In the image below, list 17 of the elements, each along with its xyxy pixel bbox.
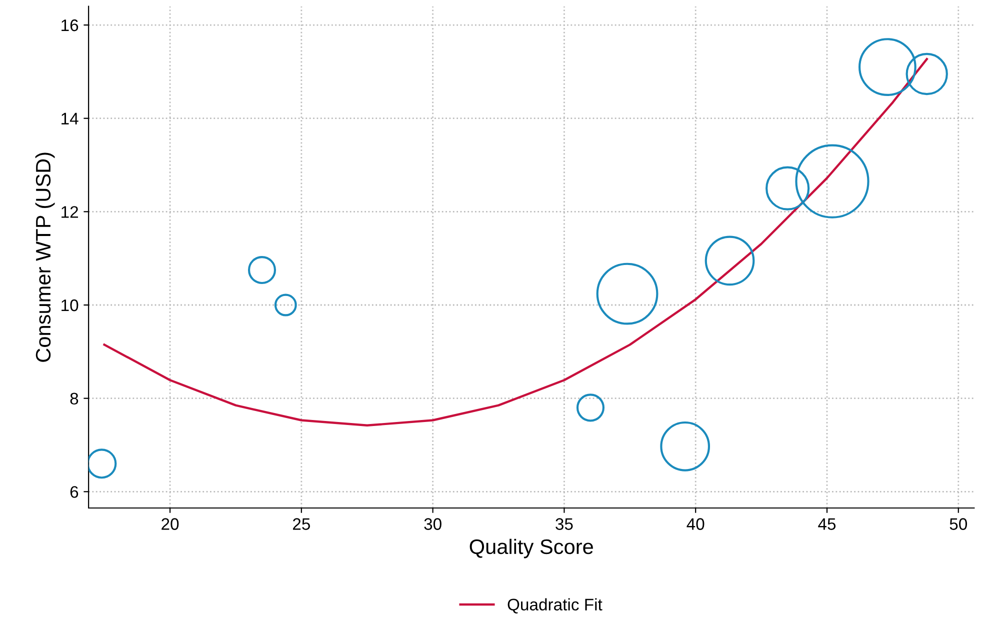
x-tick-label: 20: [162, 518, 179, 530]
y-tick-label: 6: [70, 486, 78, 498]
x-tick-label: 25: [292, 518, 310, 530]
x-tick-label: 50: [950, 518, 968, 530]
line-series: [103, 58, 928, 427]
y-axis-title: Consumer WTP (USD): [35, 152, 55, 362]
x-axis-title: Quality Score: [470, 538, 593, 558]
y-tick-label: 16: [62, 19, 78, 32]
y-tick-label: 8: [70, 392, 78, 405]
x-tick-label: 40: [686, 518, 704, 530]
x-tick-label: 45: [818, 518, 836, 530]
y-tick-label: 14: [62, 112, 78, 124]
x-tick-label: 30: [424, 518, 442, 530]
y-tick-label: 10: [62, 299, 78, 312]
y-tick-label: 12: [62, 206, 78, 218]
legend-label: Quadratic Fit: [508, 598, 602, 614]
x-tick-label: 35: [556, 518, 573, 530]
